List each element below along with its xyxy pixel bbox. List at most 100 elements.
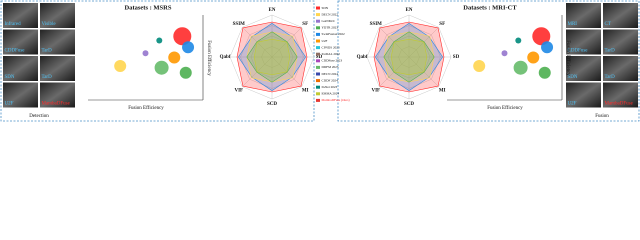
legend-entry: YDTR 2023	[322, 26, 339, 30]
image	[3, 3, 38, 28]
image	[3, 29, 38, 55]
legend-swatch	[316, 19, 320, 23]
image-label: CDDFuse	[5, 49, 26, 54]
x-axis-label: Fusion Efficiency	[487, 106, 523, 111]
radar-axis-label: EN	[269, 8, 276, 13]
image-label: TarD	[605, 75, 616, 80]
radar-polygon	[238, 23, 306, 91]
image	[40, 82, 75, 108]
radar-axis-label: SCD	[404, 102, 414, 107]
bubble	[154, 60, 169, 75]
image-label: MRI	[568, 22, 578, 27]
right-panel-border	[337, 0, 640, 122]
image-label: Infrared	[5, 22, 22, 27]
radar-polygon	[383, 31, 435, 83]
radar-polygon	[246, 31, 298, 83]
bubble	[168, 51, 181, 64]
image-label: TarD	[42, 49, 53, 54]
image	[40, 56, 75, 81]
left-panel-border	[0, 0, 315, 122]
radar-axis-label: SD	[316, 55, 323, 60]
image	[603, 3, 638, 28]
legend-swatch	[316, 13, 320, 17]
radar-axis-label: MI	[302, 88, 309, 93]
caption: Detection	[29, 114, 49, 119]
legend-swatch	[316, 98, 320, 102]
image-label: U2F	[568, 102, 577, 107]
legend-swatch	[316, 72, 320, 76]
bubble	[513, 60, 528, 75]
bubble	[182, 41, 195, 54]
image	[566, 82, 601, 108]
image	[566, 29, 601, 55]
bubble	[114, 60, 127, 72]
legend-entry: CDDF 2024	[322, 78, 339, 82]
radar-axis-label: SCD	[267, 102, 277, 107]
image-label: Visible	[42, 22, 57, 27]
legend-swatch	[316, 59, 320, 63]
bubble	[532, 27, 551, 46]
radar-axis-label: VIF	[371, 88, 380, 93]
legend-entry: SwinFusion 2022	[322, 32, 346, 36]
legend-entry: TarDAL 2022	[322, 52, 341, 56]
image-label: CT	[605, 22, 611, 27]
bubble	[527, 51, 540, 64]
legend-entry: IGNet 2023	[322, 85, 338, 89]
radar-axis-label: SD	[453, 55, 460, 60]
x-axis-label: Fusion Efficiency	[128, 106, 164, 111]
image	[566, 56, 601, 81]
radar-polygon	[236, 21, 308, 93]
radar-axis-label: SF	[439, 22, 445, 27]
legend-entry: DDFM 2023	[322, 65, 339, 69]
legend-entry: MambaDFuse (Ours)	[322, 98, 350, 102]
image	[603, 29, 638, 55]
legend-entry: DECN 2022	[322, 12, 339, 16]
image	[40, 29, 75, 55]
image-label: MambaDFuse	[42, 102, 71, 107]
legend-swatch	[316, 65, 320, 69]
bubble	[501, 50, 508, 57]
bubble	[179, 66, 192, 79]
page: { "left": { "title": "Datasets : MSRS", …	[0, 0, 640, 122]
legend-swatch	[316, 85, 320, 89]
image	[40, 3, 75, 28]
bubble	[473, 60, 486, 72]
panel-title: Datasets : MSRS	[125, 4, 172, 11]
radar-axis-label: EN	[406, 8, 413, 13]
legend-swatch	[316, 46, 320, 50]
radar-axis-label: Qabf	[220, 55, 231, 60]
legend-swatch	[316, 92, 320, 96]
image-label: MambaDFuse	[605, 102, 634, 107]
legend-entry: GANMcC	[322, 19, 337, 23]
image	[603, 82, 638, 108]
legend-swatch	[316, 32, 320, 36]
radar-axis-label: MI	[439, 88, 446, 93]
legend-swatch	[316, 39, 320, 43]
legend-entry: CDDFuse 2023	[322, 59, 343, 63]
radar-polygon	[373, 21, 445, 93]
radar-polygon	[390, 38, 428, 76]
image-label: TarD	[605, 49, 616, 54]
bubble	[538, 66, 551, 79]
bubble	[156, 37, 163, 44]
radar-polygon	[375, 23, 443, 91]
image-label: TarD	[42, 75, 53, 80]
legend-swatch	[316, 52, 320, 56]
image-label: SDN	[5, 75, 15, 80]
y-axis-label: Fusion Efficiency	[565, 40, 570, 76]
bubble	[142, 50, 149, 57]
panel-title: Datasets : MRI-CT	[463, 4, 517, 11]
bubble	[541, 41, 554, 54]
radar-polygon	[253, 38, 291, 76]
image-label: U2F	[5, 102, 14, 107]
y-axis-label: Fusion Efficiency	[206, 40, 211, 76]
legend-entry: DECN 2024	[322, 72, 339, 76]
image	[3, 82, 38, 108]
image-label: SDN	[568, 75, 578, 80]
bubble	[173, 27, 192, 46]
legend-entry: U2F	[322, 39, 328, 43]
radar-axis-label: SF	[302, 22, 308, 27]
legend-entry: SDN	[322, 6, 329, 10]
legend-swatch	[316, 26, 320, 30]
legend-swatch	[316, 6, 320, 10]
